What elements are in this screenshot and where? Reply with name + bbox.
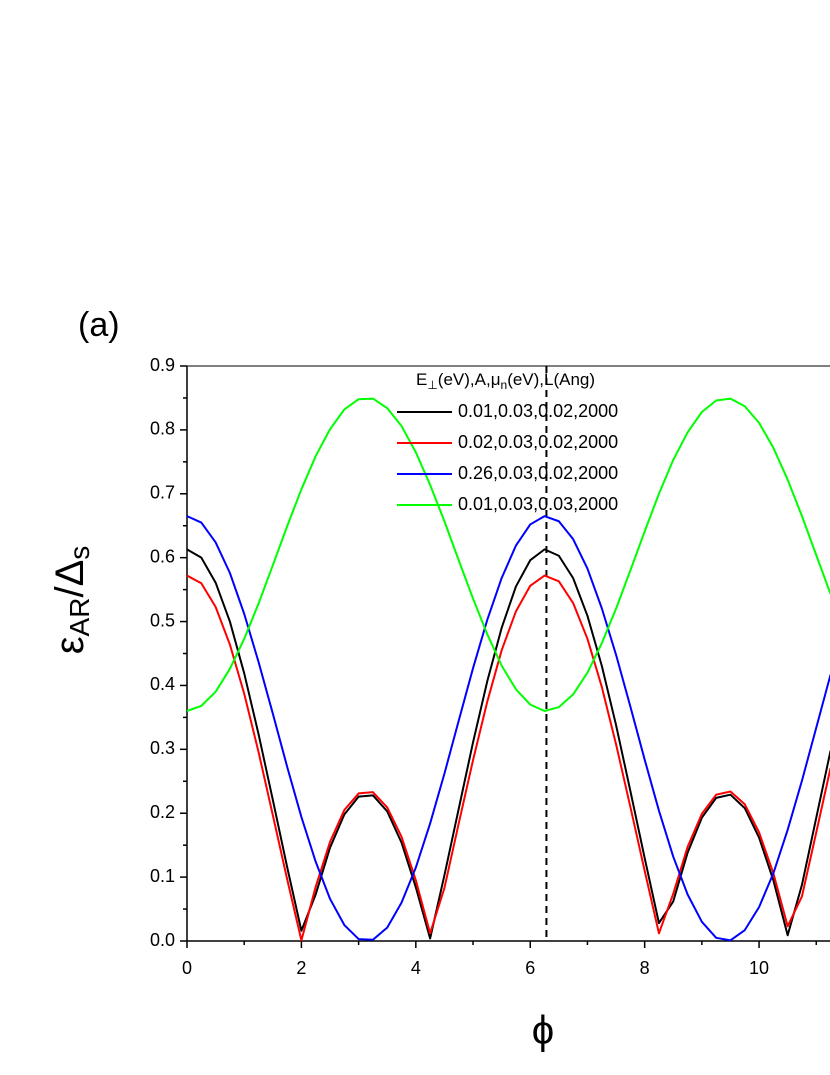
legend-label: 0.01,0.03,0.02,2000 [458,401,618,421]
x-tick-label: 0 [182,958,192,978]
x-axis-label: ϕ [532,1009,554,1053]
y-axis-label: εAR/Δs [48,546,96,655]
x-tick-label: 2 [296,958,306,978]
y-tick-label: 0.1 [150,866,175,886]
y-tick-label: 0.2 [150,802,175,822]
y-label-part: s [64,546,95,560]
y-label-part: AR [64,598,95,637]
y-tick-label: 0.0 [150,930,175,950]
y-tick-label: 0.7 [150,483,175,503]
x-tick-label: 10 [749,958,769,978]
x-tick-label: 4 [411,958,421,978]
legend-title: E⊥(eV),A,μn(eV),L(Ang) [416,370,595,392]
legend-label: 0.26,0.03,0.02,2000 [458,463,618,483]
y-tick-label: 0.3 [150,738,175,758]
legend-label: 0.02,0.03,0.02,2000 [458,432,618,452]
y-tick-label: 0.8 [150,419,175,439]
series-line [186,515,830,942]
legend-label: 0.01,0.03,0.03,2000 [458,494,618,514]
legend-title-part: (eV),L(Ang) [507,370,595,389]
panel-label: (a) [78,306,120,344]
y-tick-label: 0.5 [150,610,175,630]
series-line [186,397,830,712]
y-tick-label: 0.9 [150,355,175,375]
legend-title-part: E [416,370,427,389]
x-tick-label: 8 [640,958,650,978]
y-tick-label: 0.4 [150,674,175,694]
legend-title-part: n [501,378,508,392]
series-line [186,548,830,940]
y-label-part: ε [48,636,92,654]
x-tick-label: 6 [525,958,535,978]
series-line [186,574,830,942]
y-label-part: /Δ [48,560,92,598]
legend-title-part: (eV),A,μ [438,370,501,389]
y-tick-label: 0.6 [150,546,175,566]
legend-title-part: ⊥ [427,378,437,392]
